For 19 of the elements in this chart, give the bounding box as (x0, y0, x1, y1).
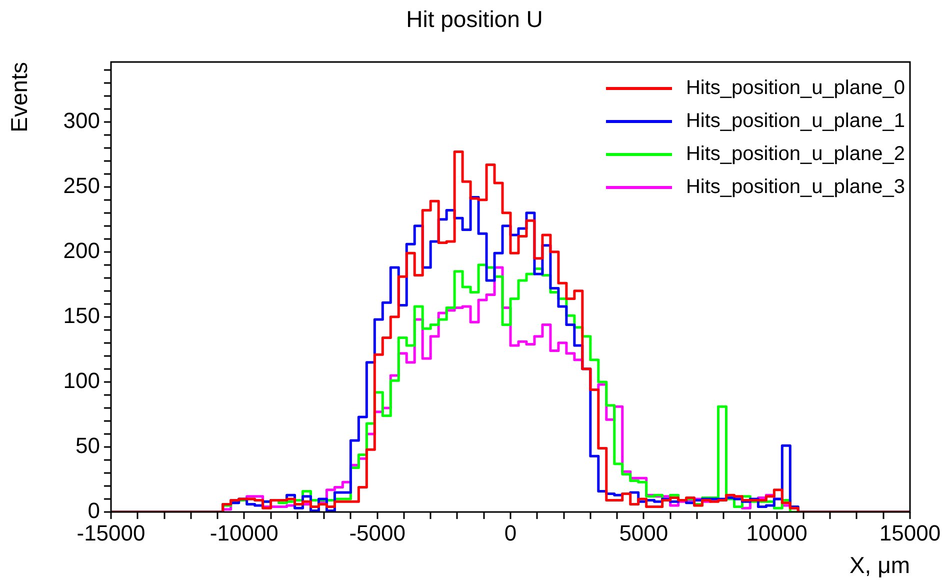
y-tick-label: 150 (63, 302, 100, 328)
y-axis-title: Events (6, 62, 33, 132)
x-tick-label: 15000 (879, 520, 941, 546)
y-tick-label: 100 (63, 368, 100, 394)
y-tick-label: 250 (63, 172, 100, 198)
chart-title: Hit position U (405, 6, 544, 33)
y-tick-label: 300 (63, 108, 100, 133)
y-tick-label: 200 (63, 238, 100, 263)
legend-label: Hits_position_u_plane_2 (686, 143, 905, 166)
x-tick-label: 5000 (619, 520, 668, 546)
y-tick-label: 50 (76, 433, 100, 458)
legend-label: Hits_position_u_plane_3 (686, 176, 905, 199)
x-tick-label: -10000 (210, 520, 278, 546)
legend-label: Hits_position_u_plane_1 (686, 110, 905, 133)
x-tick-label: -5000 (349, 520, 406, 546)
x-axis-title: X, μm (849, 552, 910, 579)
x-tick-label: 0 (504, 520, 517, 546)
x-tick-label: 10000 (746, 520, 808, 546)
legend-label: Hits_position_u_plane_0 (686, 77, 905, 100)
